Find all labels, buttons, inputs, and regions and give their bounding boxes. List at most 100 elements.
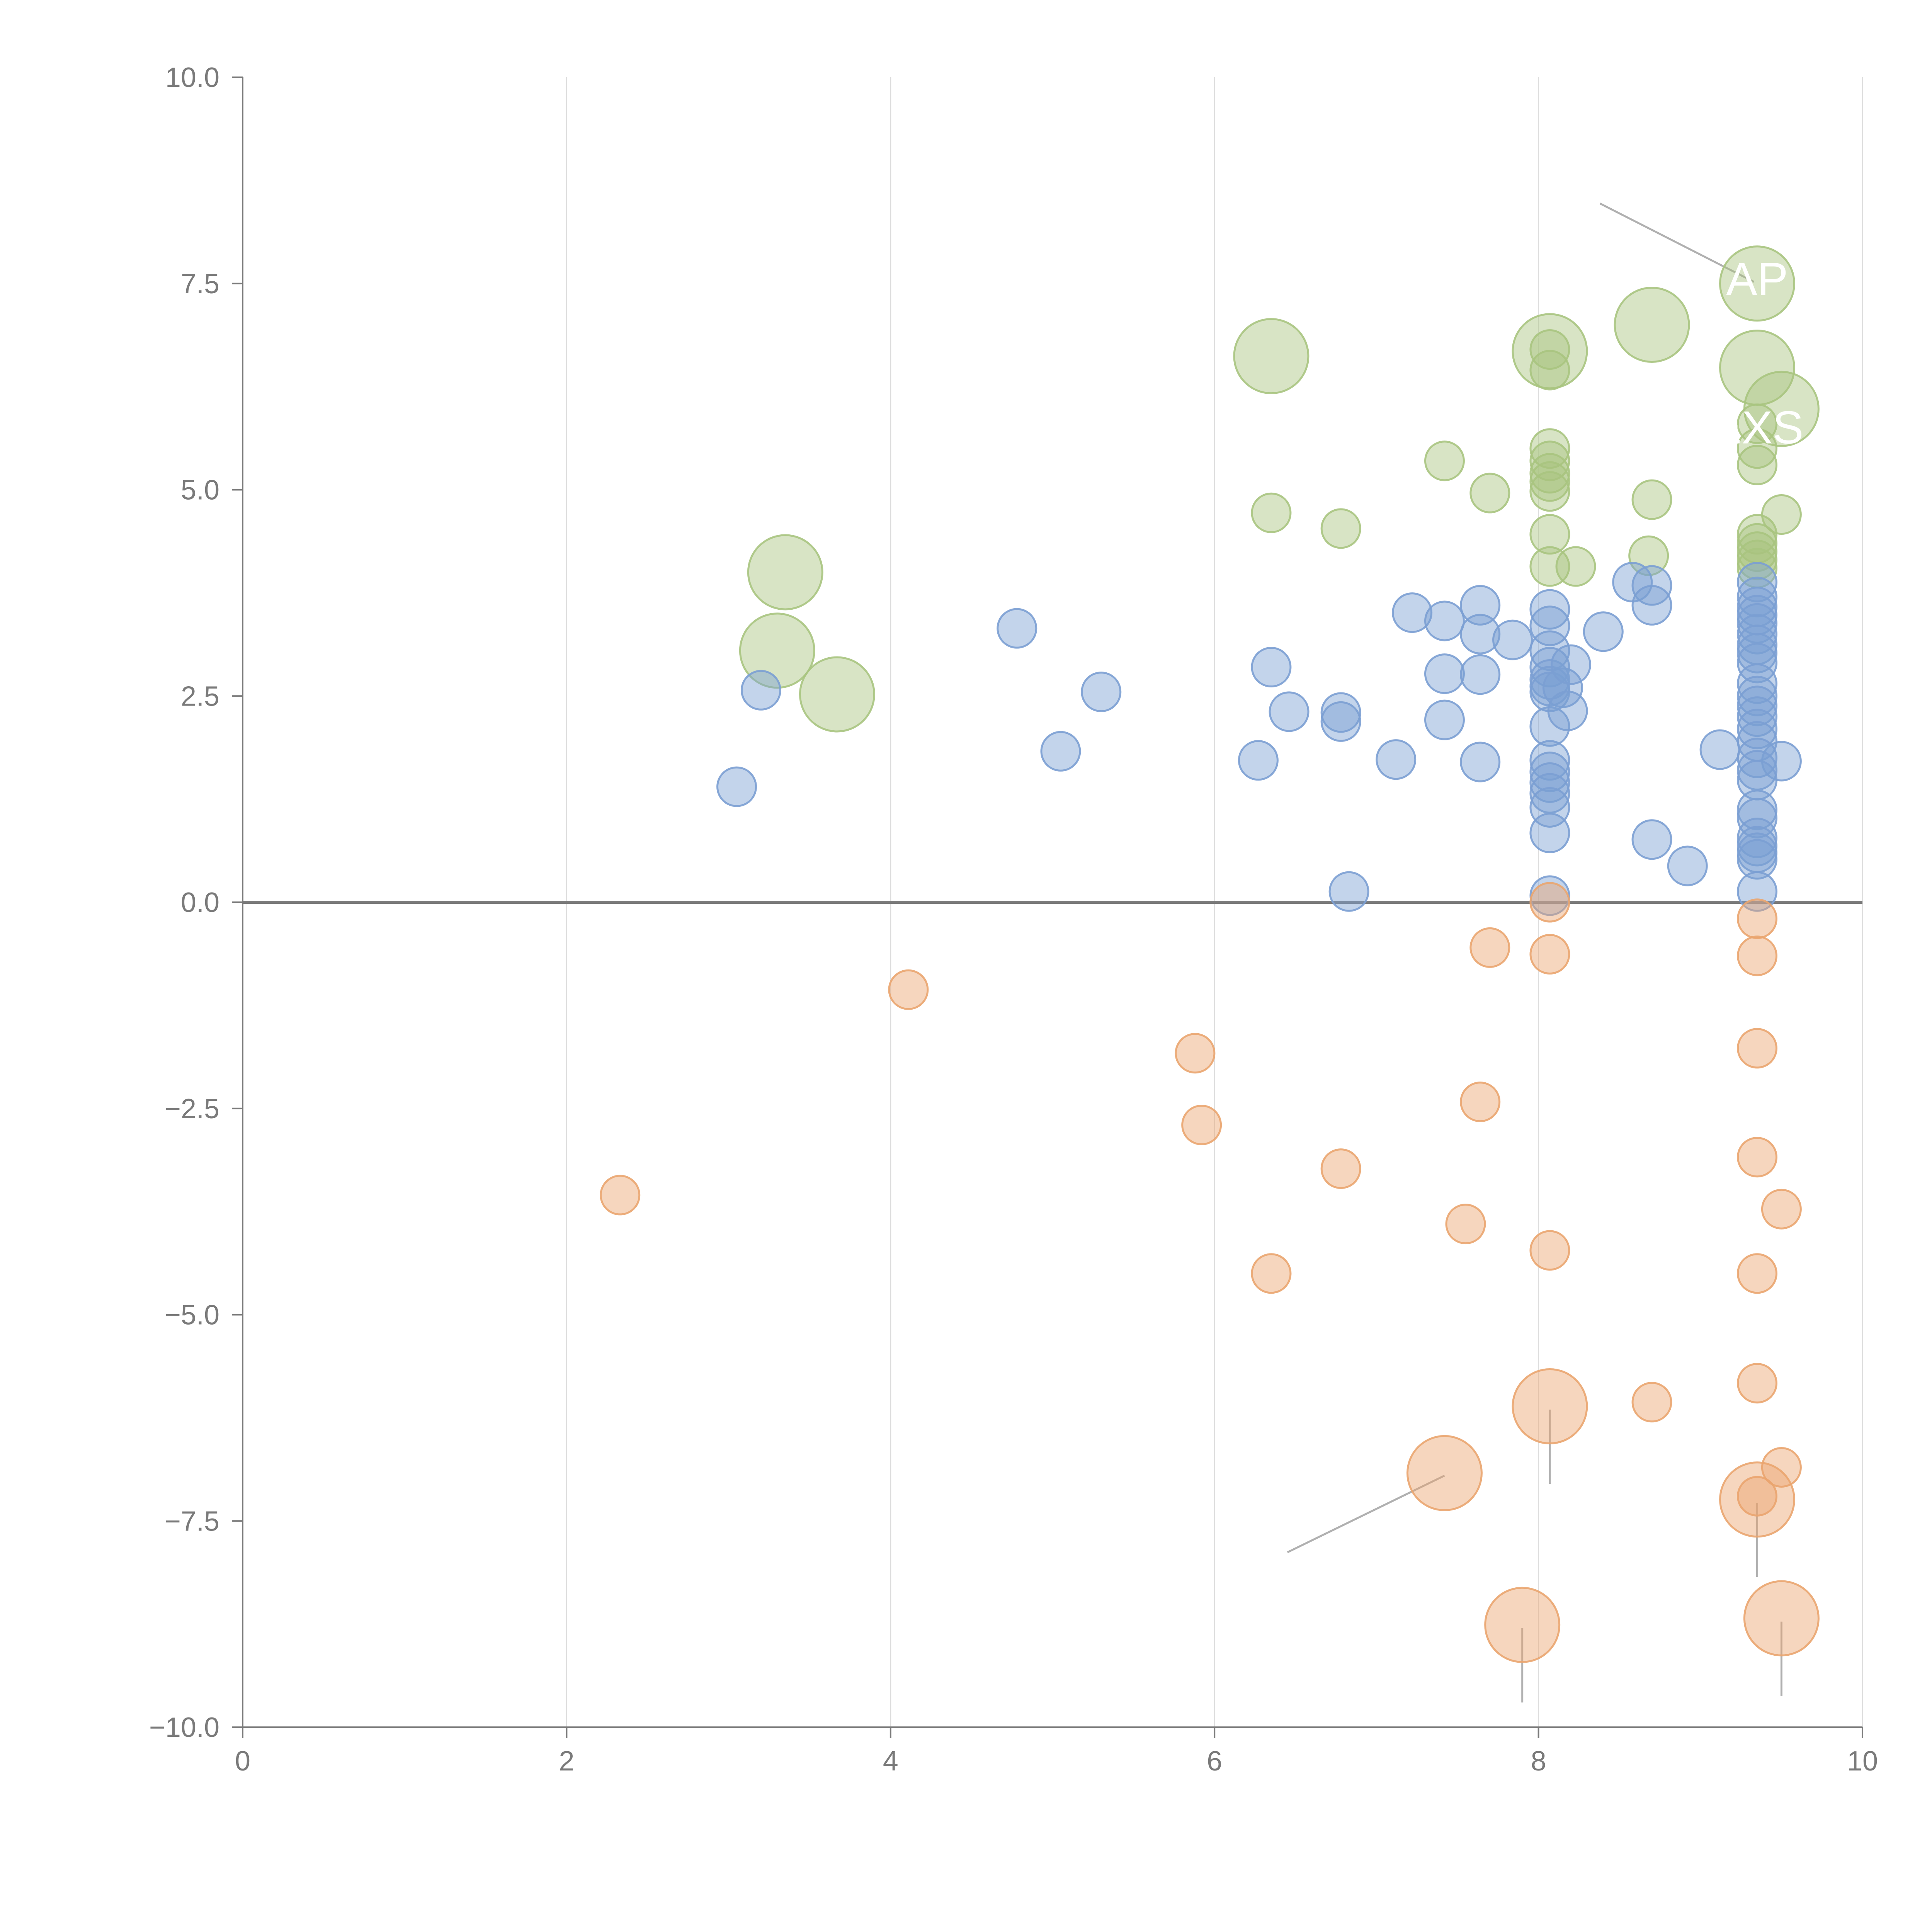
data-point-negative-small [1737, 1137, 1778, 1178]
data-point-positive-large [739, 612, 815, 689]
data-point-negative-small [1175, 1033, 1216, 1074]
x-tick-label: 8 [1531, 1746, 1546, 1777]
data-point-negative-small [1529, 1230, 1570, 1271]
data-point-negative-small [1737, 1253, 1778, 1294]
data-point-positive-small [1529, 329, 1570, 370]
x-tick-label: 4 [883, 1746, 898, 1777]
data-point-negative-large [1512, 1368, 1588, 1444]
data-point-negative-small [1761, 1447, 1802, 1488]
data-point-positive-small [1529, 440, 1570, 481]
data-point-positive-small [1320, 508, 1361, 549]
data-point-middle [1737, 685, 1778, 726]
data-point-middle [740, 670, 781, 711]
data-point-middle [1460, 654, 1501, 695]
data-point-positive-small [1529, 428, 1570, 469]
data-point-negative-small [1460, 1082, 1501, 1122]
data-point-middle [1460, 614, 1501, 655]
data-point-middle [1550, 644, 1591, 685]
data-point-middle [1667, 845, 1708, 886]
data-point-middle [1376, 739, 1417, 780]
data-point-positive-large [1719, 245, 1796, 322]
annotations: AP EXS [1711, 253, 1803, 453]
data-point-middle [1631, 585, 1672, 626]
data-point-negative-large [1719, 1461, 1796, 1538]
data-point-negative-small [1445, 1204, 1486, 1245]
data-point-negative-small [1320, 1148, 1361, 1189]
data-point-positive-small [1761, 494, 1802, 535]
data-point-middle [1424, 699, 1465, 740]
data-point-negative-small [1251, 1253, 1292, 1294]
leader-line [1756, 291, 1763, 362]
data-points [600, 245, 1820, 1663]
data-point-middle [1320, 692, 1361, 733]
data-point-middle [1737, 562, 1778, 603]
data-point-positive-small [1529, 350, 1570, 391]
data-point-negative-small [888, 969, 929, 1010]
y-tick-label: −2.5 [165, 1094, 219, 1124]
data-point-negative-small [1469, 927, 1510, 968]
leader-line [1538, 336, 1559, 349]
data-point-middle [1529, 752, 1570, 793]
data-point-middle [1737, 663, 1778, 704]
y-tick-label: −7.5 [165, 1506, 219, 1537]
data-point-positive-small [1529, 471, 1570, 512]
data-point-positive-small [1469, 473, 1510, 514]
data-point-middle [1529, 630, 1570, 671]
data-point-negative-small [1761, 1189, 1802, 1230]
data-point-middle [1392, 592, 1433, 633]
data-point-middle [1737, 643, 1778, 684]
data-point-middle [1320, 701, 1361, 742]
data-point-negative-large [1484, 1587, 1561, 1663]
data-point-middle [997, 608, 1037, 649]
y-tick-label: −5.0 [165, 1300, 219, 1331]
data-point-positive-small [1529, 514, 1570, 555]
data-point-positive-large [799, 656, 875, 733]
data-point-middle [1238, 740, 1279, 781]
data-point-negative-small [1737, 1363, 1778, 1404]
y-tick-label: 10.0 [165, 62, 219, 93]
x-tick-label: 6 [1207, 1746, 1222, 1777]
y-tick-label: 0.0 [181, 887, 219, 918]
data-point-middle [716, 766, 757, 807]
data-point-middle [1631, 819, 1672, 860]
data-point-middle [1424, 600, 1465, 641]
data-point-positive-small [1251, 492, 1292, 533]
data-point-middle [1328, 871, 1369, 912]
data-point-middle [1737, 737, 1778, 778]
data-point-positive-small [1737, 428, 1778, 469]
data-point-positive-small [1529, 461, 1570, 502]
data-point-middle [1040, 731, 1081, 772]
leader-line [1287, 1475, 1445, 1553]
data-point-middle [1737, 633, 1778, 673]
data-point-negative-large [1406, 1435, 1483, 1511]
data-point-negative-small [1529, 934, 1570, 975]
data-point-middle [1251, 647, 1292, 688]
y-tick-label: 5.0 [181, 475, 219, 506]
data-point-middle [1547, 690, 1588, 731]
data-point-middle [1737, 675, 1778, 716]
y-tick-label: −10.0 [149, 1712, 219, 1743]
data-point-negative-small [1737, 935, 1778, 976]
leader-line [837, 691, 867, 713]
data-point-middle [1081, 672, 1122, 713]
data-point-middle [1529, 605, 1570, 646]
data-point-middle [1460, 585, 1501, 626]
data-point-negative-small [1737, 898, 1778, 939]
data-point-negative-small [1737, 1028, 1778, 1069]
leader-line [1599, 202, 1755, 283]
data-point-negative-small [600, 1175, 641, 1216]
data-point-middle [1699, 729, 1740, 770]
data-point-middle [1492, 619, 1533, 660]
data-point-negative-small [1181, 1104, 1222, 1145]
annotation-label: EXS [1711, 401, 1803, 453]
data-point-middle [1737, 709, 1778, 750]
data-point-middle [1737, 817, 1778, 858]
data-point-positive-small [1529, 453, 1570, 494]
data-point-middle [1529, 813, 1570, 854]
annotation-label: AP [1726, 253, 1788, 305]
data-point-middle [1529, 740, 1570, 781]
data-point-positive-small [1737, 531, 1778, 572]
x-tick-label: 10 [1847, 1746, 1878, 1777]
data-point-negative-small [1529, 882, 1570, 923]
